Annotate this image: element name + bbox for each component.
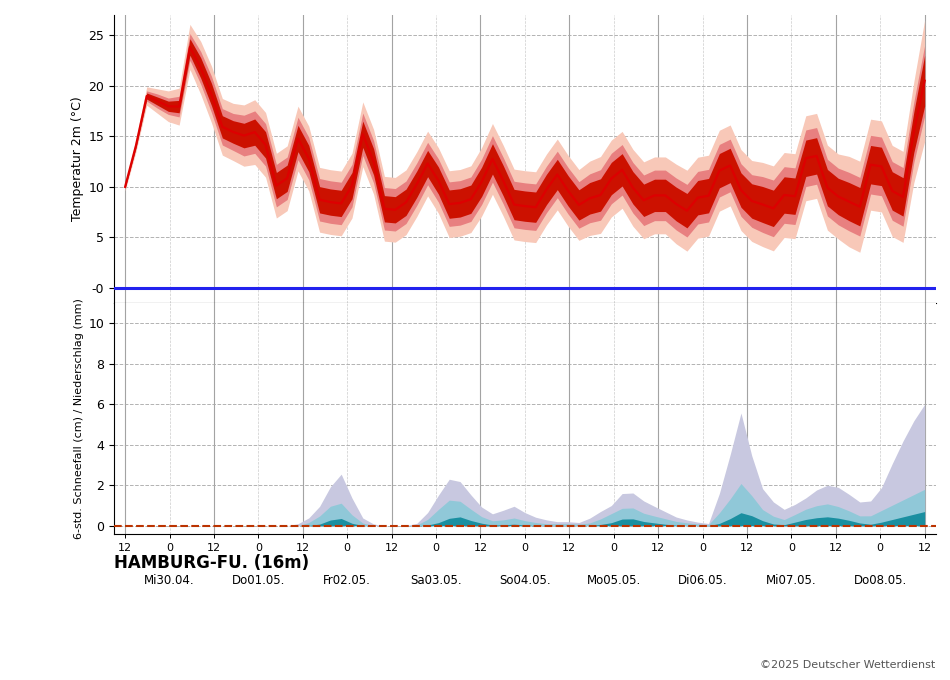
- Text: Do08.05.: Do08.05.: [854, 574, 907, 587]
- Y-axis label: Temperatur 2m (°C): Temperatur 2m (°C): [71, 97, 85, 222]
- Text: Do01.05.: Do01.05.: [232, 574, 285, 587]
- Text: Sa03.05.: Sa03.05.: [410, 574, 462, 587]
- Text: ©2025 Deutscher Wetterdienst: ©2025 Deutscher Wetterdienst: [761, 660, 936, 670]
- Text: So04.05.: So04.05.: [499, 574, 551, 587]
- Text: Di06.05.: Di06.05.: [677, 574, 728, 587]
- Text: Fr02.05.: Fr02.05.: [323, 574, 371, 587]
- Text: HAMBURG-FU. (16m): HAMBURG-FU. (16m): [114, 554, 309, 572]
- Text: Mi07.05.: Mi07.05.: [766, 574, 817, 587]
- Text: Mi30.04.: Mi30.04.: [144, 574, 195, 587]
- Text: Mo05.05.: Mo05.05.: [586, 574, 641, 587]
- Y-axis label: 6-std. Schneefall (cm) / Niederschlag (mm): 6-std. Schneefall (cm) / Niederschlag (m…: [74, 298, 85, 539]
